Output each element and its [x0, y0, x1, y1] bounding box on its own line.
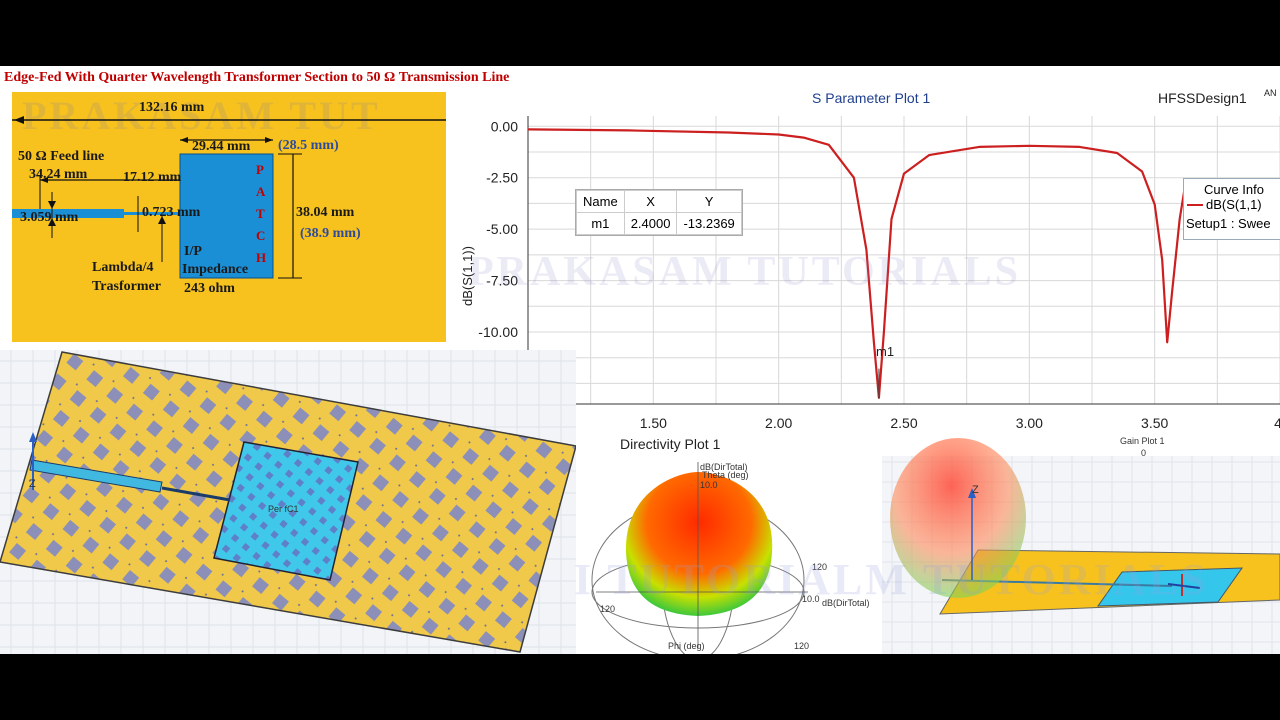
antenna-schematic: PRAKASAM TUT: [12, 92, 446, 342]
patch-letter-t: T: [256, 206, 265, 221]
geometry-3d-view[interactable]: Z Per fC1: [0, 350, 576, 654]
patch-width-label: 29.44 mm: [192, 139, 251, 154]
directivity-top-value: 10.0: [700, 480, 718, 490]
y-tick-label: -10.00: [478, 324, 518, 340]
marker-y: -13.2369: [676, 212, 742, 235]
marker-header-y: Y: [676, 190, 742, 213]
directivity-title: Directivity Plot 1: [620, 436, 721, 452]
impedance-label: Impedance: [182, 262, 249, 277]
x-tick-label: 3.00: [1016, 415, 1043, 431]
s-plot-title: S Parameter Plot 1: [812, 90, 931, 106]
directivity-pattern: [591, 462, 808, 654]
gain-value: 0: [1141, 448, 1147, 458]
transformer-length-label: 17.12 mm: [123, 170, 182, 185]
video-frame: Edge-Fed With Quarter Wavelength Transfo…: [0, 66, 1280, 654]
watermark-plot: PRAKASAM TUTORIALS: [468, 249, 1022, 295]
curve-info-panel[interactable]: Curve Info dB(S(1,1) Setup1 : Swee: [1183, 178, 1280, 240]
watermark-schematic: PRAKASAM TUT: [22, 93, 381, 138]
ip-label: I/P: [184, 244, 202, 259]
marker-name: m1: [576, 212, 625, 235]
curve-info-setup: Setup1 : Swee: [1186, 216, 1271, 231]
directivity-theta-label: Theta (deg): [702, 470, 749, 480]
gain-plot: Gain Plot 1 0 Z: [882, 432, 1280, 654]
directivity-ring-3: 120: [600, 604, 616, 614]
watermark-bottom: I TUTORIALM TUTORIALS: [574, 555, 1209, 604]
feed-length-label: 34.24 mm: [29, 167, 88, 182]
patch-letter-h: H: [256, 250, 267, 265]
axis-z-label: Z: [29, 478, 36, 490]
y-tick-label: -5.00: [486, 221, 518, 237]
patch-width-alt-label: (28.5 mm): [278, 138, 339, 153]
directivity-ring-4: 120: [794, 641, 810, 651]
feed-line-label: 50 Ω Feed line: [18, 149, 105, 164]
marker-header-name: Name: [576, 190, 625, 213]
impedance-value: 243 ohm: [184, 281, 235, 296]
x-tick-label: 2.50: [890, 415, 917, 431]
curve-info-title: Curve Info: [1204, 182, 1264, 197]
patch-letter-c: C: [256, 228, 266, 243]
y-tick-label: 0.00: [491, 118, 518, 134]
design-suffix: AN: [1264, 88, 1277, 98]
patch-letter-a: A: [256, 184, 266, 199]
directivity-ring-2: 10.0: [802, 594, 820, 604]
x-tick-label: 1.50: [640, 415, 667, 431]
feed-width-label: 3.059 mm: [20, 210, 79, 225]
marker-x: 2.4000: [623, 212, 678, 235]
curve-info-curve: dB(S(1,1): [1206, 197, 1262, 212]
x-tick-label: 2.00: [765, 415, 792, 431]
lambda-label: Lambda/4: [92, 260, 154, 275]
marker-header-x: X: [623, 190, 678, 213]
directivity-phi-label: Phi (deg): [668, 641, 705, 651]
x-tick-label: 3.50: [1141, 415, 1168, 431]
s-parameter-plot: S Parameter Plot 1 HFSSDesign1 AN 0.00 -2…: [456, 88, 1280, 472]
patch-height-label: 38.04 mm: [296, 205, 355, 220]
gain-3d-drawing: [882, 438, 1280, 654]
transformer-width-label: 0.723 mm: [142, 205, 201, 220]
gain-title: Gain Plot 1: [1120, 436, 1165, 446]
directivity-db-label: dB(DirTotal): [700, 462, 748, 472]
schematic-drawing: [12, 116, 446, 279]
directivity-plot: Directivity Plot 1 dB(DirTotal) Theta (d…: [576, 432, 882, 654]
patch-3d-label: Per fC1: [268, 504, 299, 514]
transformer-label: Trasformer: [92, 279, 161, 294]
y-tick-label: -2.50: [486, 170, 518, 186]
patch-height-alt-label: (38.9 mm): [300, 226, 361, 241]
directivity-ring-1: 120: [812, 562, 828, 572]
gain-axis-z-label: Z: [972, 484, 979, 496]
geometry-3d-drawing: [0, 350, 576, 654]
curve-legend-line: [1187, 204, 1203, 206]
marker-label: m1: [876, 344, 895, 359]
x-tick-label: 4.: [1274, 415, 1280, 431]
design-name: HFSSDesign1: [1158, 90, 1247, 106]
y-tick-label: -7.50: [486, 273, 518, 289]
s11-curve: [527, 128, 1186, 399]
patch-letter-p: P: [256, 162, 264, 177]
directivity-side-label: dB(DirTotal): [822, 598, 870, 608]
page-title: Edge-Fed With Quarter Wavelength Transfo…: [4, 70, 510, 85]
marker-table: Name X Y m1 2.4000 -13.2369: [575, 189, 743, 236]
total-width-label: 132.16 mm: [139, 100, 205, 115]
